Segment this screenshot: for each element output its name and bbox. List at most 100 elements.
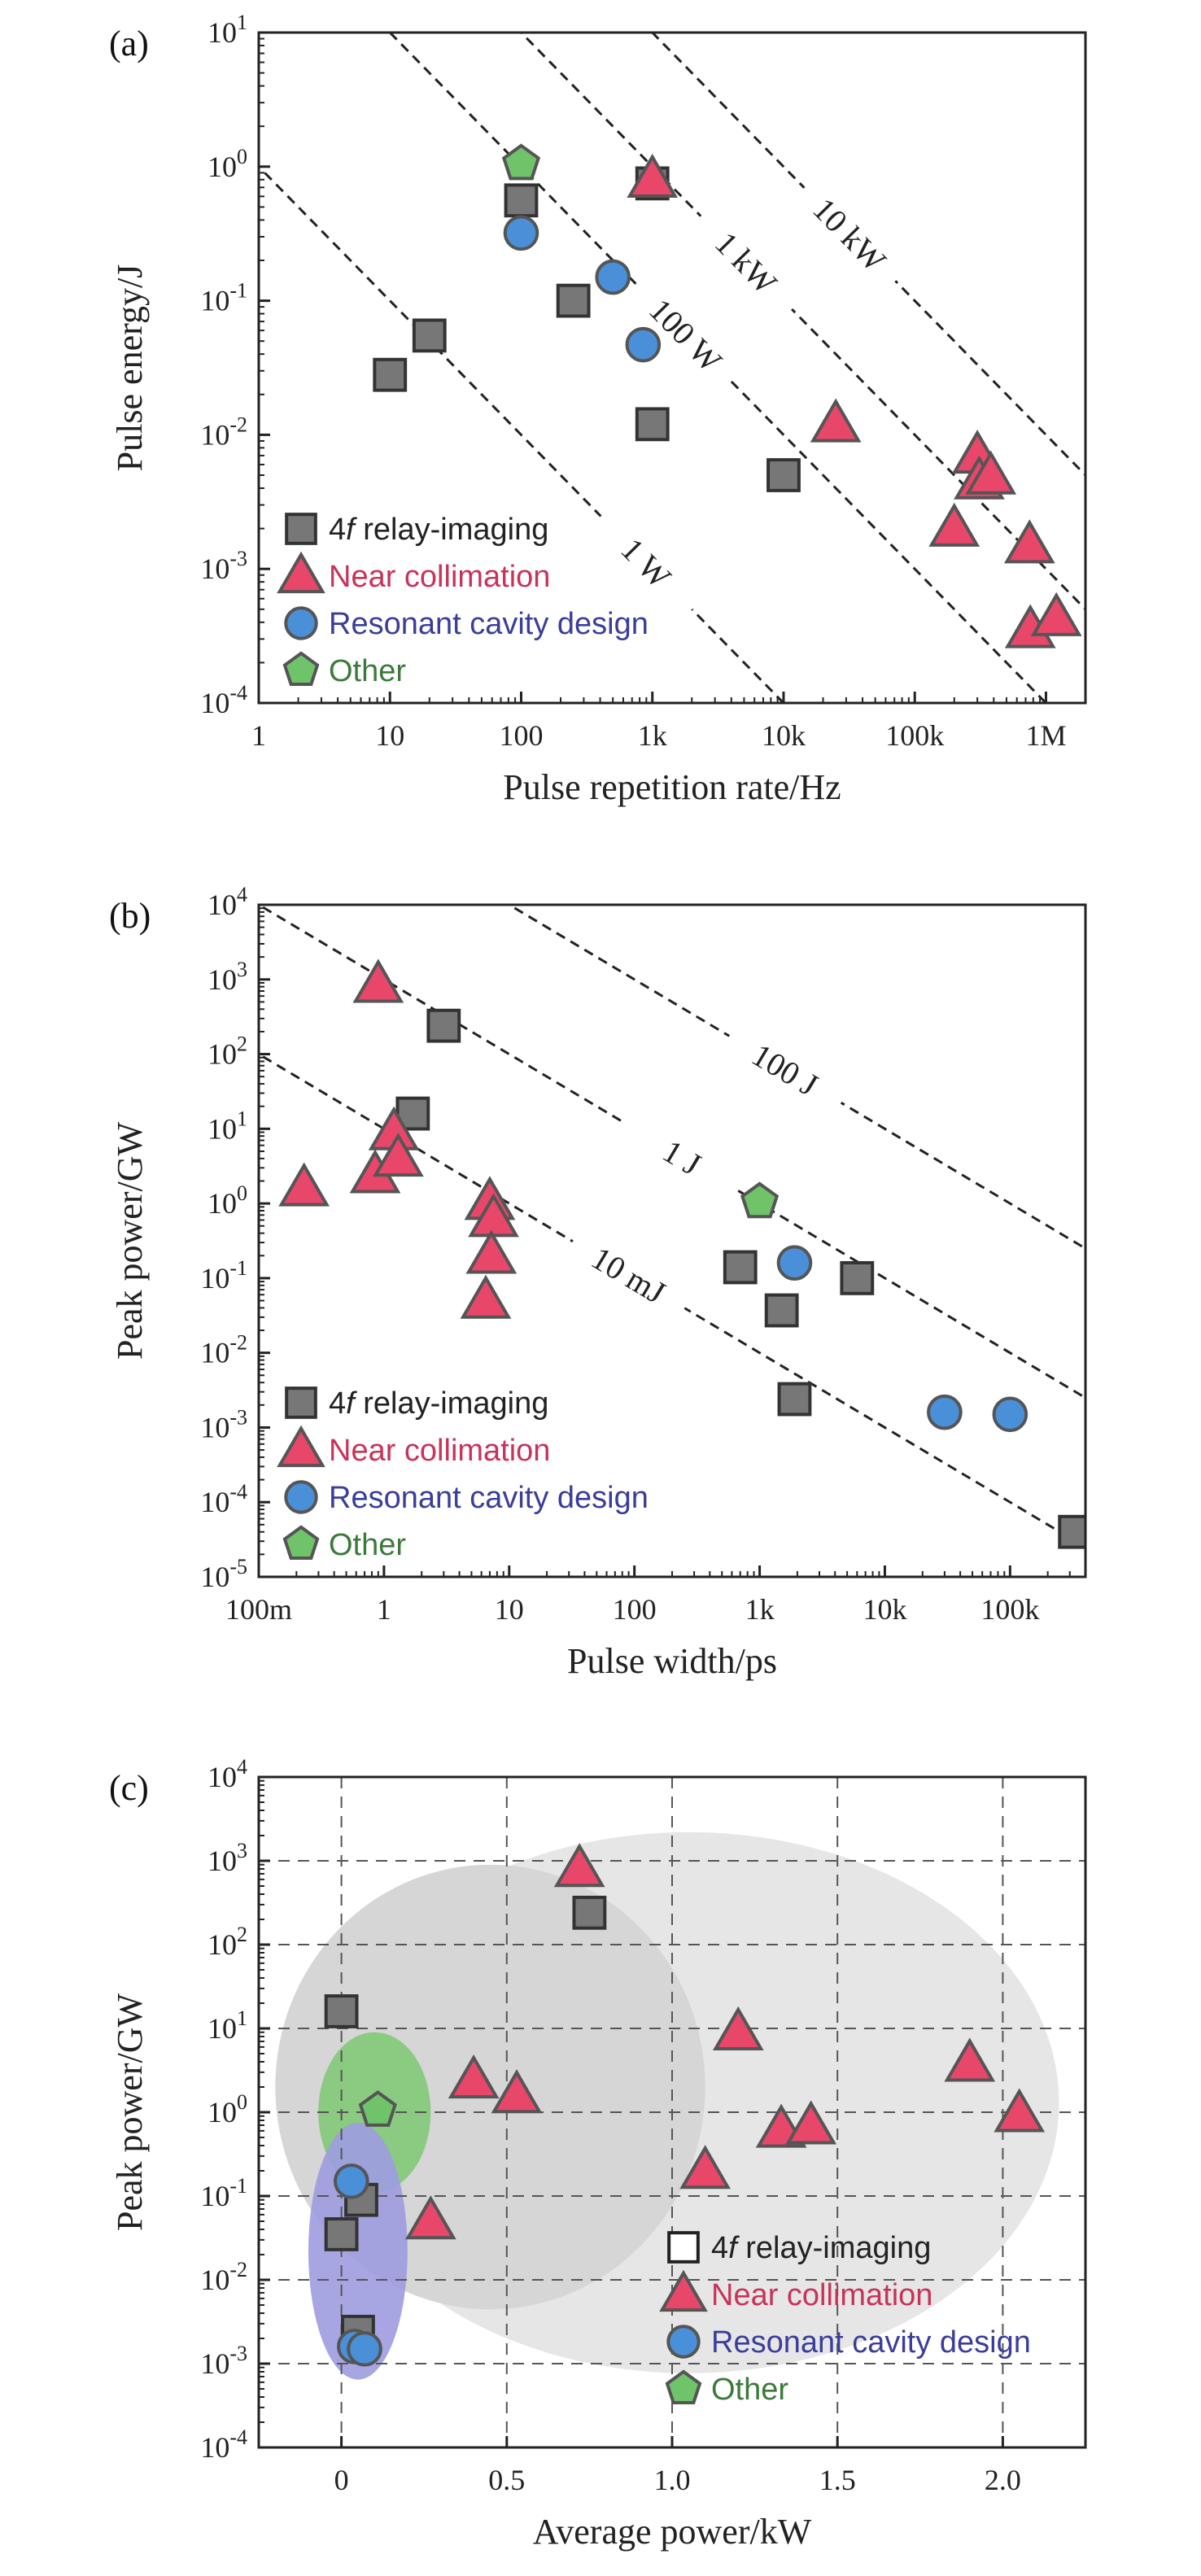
data-point-circle (595, 259, 631, 295)
chart-panel-3: 10-4 10-3 10-2 10-1 100 101 102 103 104 0 0.5 1.0 1.… (109, 1755, 1087, 2552)
y-tick-label: 10-3 (200, 2342, 247, 2380)
legend-label-pentagon: Other (329, 1528, 406, 1562)
x-axis-label: Average power/kW (533, 2512, 812, 2552)
legend-label-pentagon: Other (329, 654, 406, 688)
data-point-triangle (785, 2100, 837, 2145)
data-point-square (572, 1895, 607, 1930)
y-tick-label: 102 (207, 1033, 247, 1071)
data-point-triangle (1003, 519, 1055, 564)
data-point-square (373, 357, 408, 392)
data-point-square (1058, 1514, 1085, 1549)
data-point-triangle (679, 2145, 732, 2190)
x-tick-label: 10 (375, 719, 404, 752)
y-tick-label: 100 (207, 1181, 247, 1220)
legend-marker-pentagon (665, 2369, 702, 2405)
legend-marker-circle (666, 2325, 701, 2359)
legend-label-circle: Resonant cavity design (329, 1481, 649, 1515)
data-point-triangle (448, 2054, 500, 2099)
legend-marker-square (667, 2231, 700, 2264)
data-point-circle (503, 215, 539, 251)
y-axis-label: Peak power/GW (110, 1122, 150, 1360)
x-tick-label: 10k (762, 719, 806, 752)
x-tick-label: 100k (980, 1593, 1039, 1626)
iso-line (650, 33, 1085, 478)
data-point-square (723, 1250, 758, 1285)
y-tick-label: 101 (207, 11, 247, 49)
x-tick-label: 100m (225, 1593, 292, 1626)
y-tick-label: 103 (207, 958, 247, 996)
data-point-square (556, 283, 591, 318)
x-tick-label: 1.0 (654, 2464, 691, 2496)
axes-frame (257, 31, 1087, 705)
data-point-circle (333, 2163, 369, 2199)
x-axis-label: Pulse width/ps (567, 1641, 777, 1681)
data-point-triangle (944, 2037, 996, 2082)
y-tick-label: 10-1 (200, 2174, 247, 2212)
data-point-triangle (928, 502, 980, 547)
legend-label-square: 4f relay-imaging (329, 1386, 548, 1421)
y-tick-label: 103 (207, 1839, 247, 1877)
iso-label-bg (718, 1017, 853, 1121)
y-tick-label: 10-2 (200, 1331, 247, 1369)
legend-label-triangle: Near collimation (329, 1434, 550, 1468)
data-point-triangle (965, 450, 1017, 495)
y-axis-label: Peak power/GW (110, 1993, 150, 2231)
legend-marker-triangle (659, 2269, 708, 2312)
y-tick-label: 100 (207, 145, 247, 183)
y-tick-label: 10-1 (200, 279, 247, 317)
legend-marker-triangle (277, 551, 325, 594)
legend-marker-pentagon (282, 1525, 320, 1561)
y-tick-label: 10-4 (200, 2425, 247, 2464)
data-point-triangle (553, 1843, 605, 1888)
iso-line-label: 10 mJ (585, 1239, 671, 1311)
data-point-circle (347, 2331, 382, 2367)
legend-marker-pentagon (282, 651, 320, 687)
data-point-triangle (1030, 592, 1082, 636)
y-axis-label: Pulse energy/J (110, 264, 150, 472)
data-point-square (766, 458, 801, 492)
iso-line (388, 33, 1048, 703)
data-point-triangle (460, 1274, 512, 1319)
data-point-pentagon (501, 143, 541, 181)
y-tick-label: 104 (207, 1755, 247, 1793)
y-tick-label: 10-4 (200, 681, 247, 719)
axes-frame (257, 903, 1087, 1578)
x-tick-label: 1.5 (819, 2464, 856, 2496)
data-point-square (324, 2217, 359, 2251)
data-point-circle (625, 326, 662, 363)
iso-line (259, 164, 786, 703)
x-tick-label: 1 (251, 719, 266, 752)
x-tick-label: 2.0 (985, 2464, 1021, 2496)
panel-label: (a) (109, 24, 149, 63)
data-point-triangle (810, 398, 862, 443)
x-tick-label: 10k (863, 1593, 906, 1626)
legend-label-pentagon: Other (711, 2373, 788, 2407)
data-point-triangle (491, 2069, 543, 2114)
data-point-pentagon (358, 2090, 397, 2127)
data-point-triangle (712, 2006, 764, 2050)
data-point-square (777, 1382, 812, 1417)
data-point-triangle (278, 1162, 330, 1207)
x-tick-label: 100k (885, 719, 944, 752)
data-point-square (504, 183, 539, 218)
legend-marker-square (285, 1386, 317, 1419)
data-point-circle (992, 1396, 1028, 1433)
data-point-square (840, 1260, 875, 1295)
x-tick-label: 100 (499, 719, 543, 752)
iso-line (506, 905, 1085, 1251)
y-tick-label: 10-2 (200, 2258, 247, 2296)
y-tick-label: 10-4 (200, 1480, 247, 1518)
data-point-square (412, 318, 447, 353)
y-tick-label: 100 (207, 2090, 247, 2128)
y-tick-label: 10-5 (200, 1555, 247, 1593)
legend-marker-square (285, 513, 317, 545)
y-tick-label: 102 (207, 1923, 247, 1961)
y-tick-label: 10-3 (200, 1405, 247, 1443)
legend-label-square: 4f relay-imaging (711, 2231, 931, 2265)
data-point-triangle (404, 2195, 456, 2240)
legend: 4f relay-imaging Near collimation Resonant… (659, 2231, 1031, 2407)
legend-marker-circle (284, 1480, 318, 1514)
